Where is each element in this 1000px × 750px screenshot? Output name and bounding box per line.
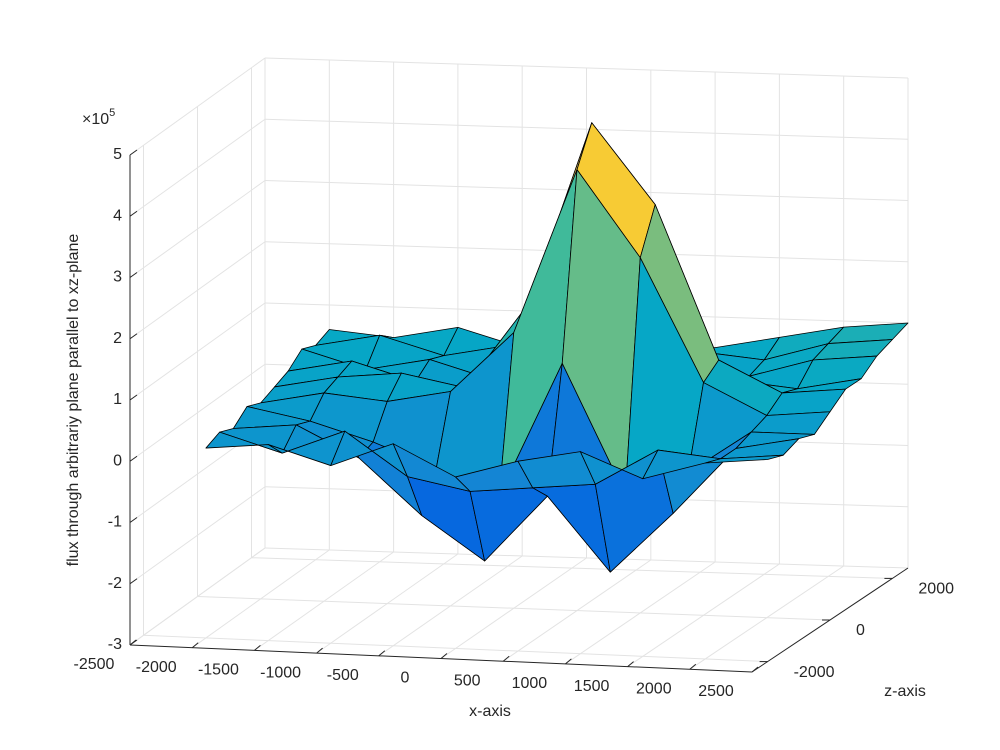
grid-line [197, 596, 831, 621]
tick-mark [129, 394, 138, 401]
x-tick-label: -2000 [136, 659, 177, 676]
z-tick-label: 2000 [918, 581, 954, 598]
multiplier-power: 5 [109, 107, 115, 119]
surface-patch [704, 454, 784, 464]
z-tick-label: -2000 [794, 664, 835, 681]
y-tick-label: -3 [108, 636, 122, 653]
grid-line [129, 180, 266, 278]
y-tick-label: 1 [113, 391, 122, 408]
tick-mark [316, 647, 323, 654]
tick-mark [129, 639, 138, 646]
axis-multiplier: ×105 [82, 107, 115, 128]
tick-mark [502, 655, 510, 662]
tick-mark [254, 645, 261, 651]
x-tick-label: 1500 [574, 678, 610, 695]
tick-mark [129, 333, 138, 340]
x-tick-label: -1000 [260, 664, 301, 681]
y-tick-label: 2 [113, 330, 122, 347]
x-tick-label: 500 [454, 672, 481, 689]
tick-mark [751, 666, 759, 673]
x-tick-label: 1000 [512, 675, 548, 692]
tick-mark [129, 517, 138, 523]
y-tick-label: 3 [113, 269, 122, 286]
grid-line [264, 118, 909, 140]
grid-line [129, 547, 266, 646]
y-tick-label: 0 [113, 452, 122, 469]
grid-line [264, 547, 909, 569]
x-tick-label: 2500 [698, 683, 734, 700]
tick-mark [129, 455, 138, 462]
z-axis-label: z-axis [884, 683, 926, 700]
multiplier-base: ×10 [82, 111, 109, 128]
grid-line [264, 57, 909, 79]
tick-mark [191, 642, 199, 649]
y-tick-label: 5 [113, 146, 122, 163]
grid-line [129, 118, 266, 217]
z-tick-label: 0 [856, 622, 865, 639]
tick-mark [129, 149, 138, 156]
tick-mark [129, 272, 138, 278]
y-tick-label: -1 [108, 514, 122, 531]
x-axis-label: x-axis [469, 703, 511, 720]
grid-line [251, 557, 893, 579]
grid-line [129, 363, 266, 462]
x-tick-label: -500 [327, 667, 359, 684]
tick-mark [440, 653, 448, 659]
tick-mark [689, 663, 697, 670]
tick-mark [129, 578, 138, 585]
grid-line [129, 57, 266, 156]
x-tick-label: 2000 [636, 681, 672, 698]
grid-line [129, 302, 266, 401]
grid-line [143, 634, 768, 663]
y-tick-label: -2 [108, 575, 122, 592]
tick-mark [129, 210, 138, 217]
x-tick-label: -2500 [74, 656, 115, 673]
grid-line [129, 241, 266, 340]
x-tick-label: 0 [401, 670, 410, 687]
y-axis-label: flux through arbitrariy plane parallel t… [65, 234, 82, 567]
surface-patch [827, 322, 909, 344]
tick-mark [378, 650, 386, 657]
grid-line [129, 486, 266, 585]
tick-mark [565, 658, 572, 665]
x-tick-label: -1500 [198, 662, 239, 679]
tick-mark [627, 661, 634, 667]
y-tick-label: 4 [113, 207, 122, 224]
